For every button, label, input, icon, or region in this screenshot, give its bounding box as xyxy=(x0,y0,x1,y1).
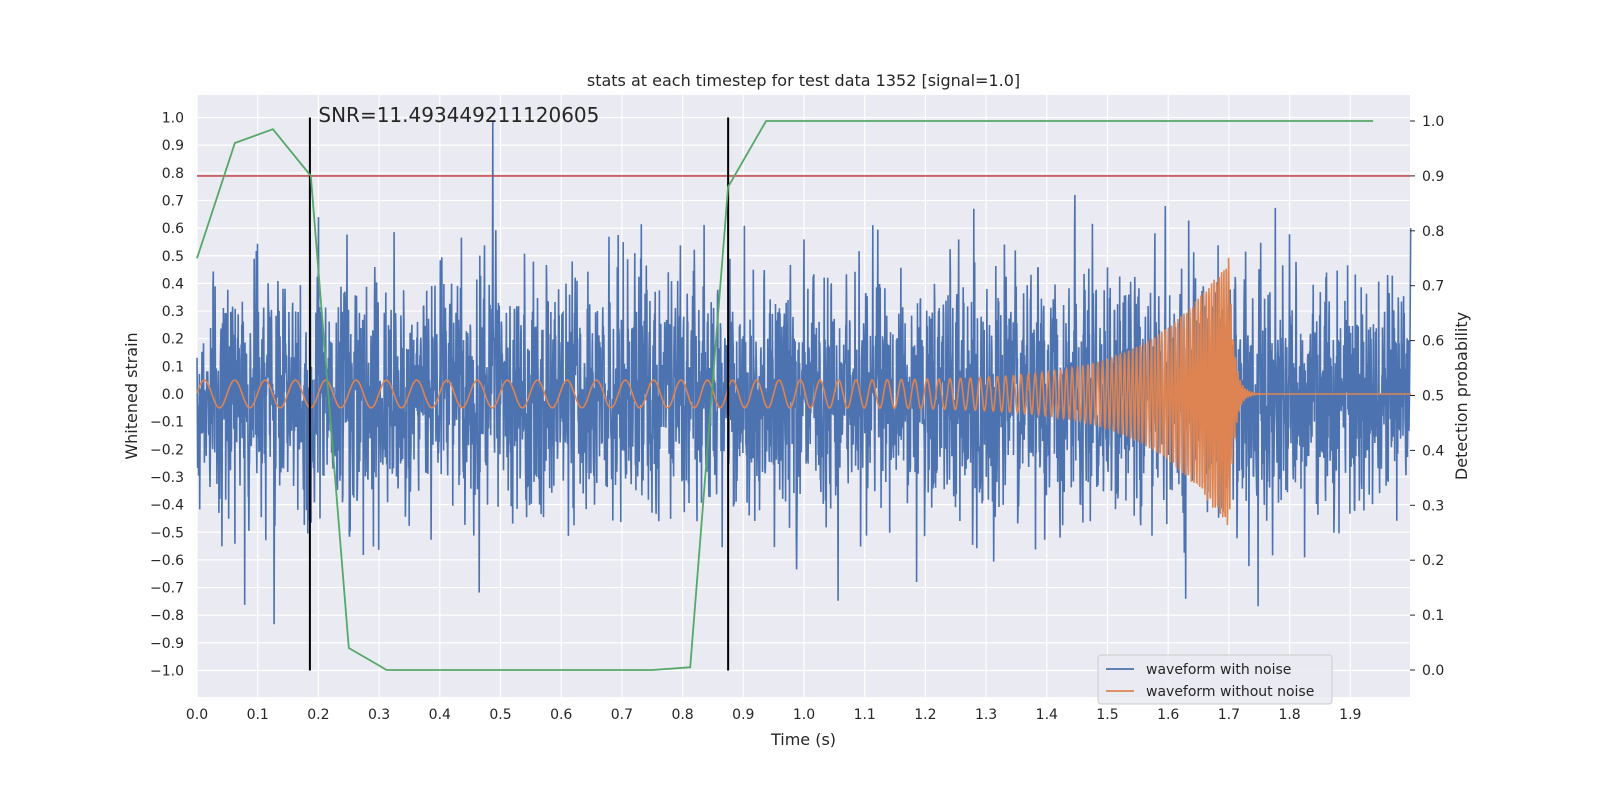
x-tick-label: 0.0 xyxy=(186,707,208,723)
y-tick-label: −0.4 xyxy=(150,498,184,514)
clean-waveform-line xyxy=(196,257,1411,526)
y-tick-label: −0.8 xyxy=(150,608,184,624)
x-tick-label: 0.3 xyxy=(368,707,390,723)
y-axis-left: 1.0 0.9 0.8 0.7 0.6 0.5 0.4 0.3 0.2 0.1 0.0 −0.1 −0.… xyxy=(150,111,184,680)
y-tick-label: −1.0 xyxy=(150,664,184,680)
x-tick-label: 1.1 xyxy=(854,707,876,723)
y-tick-label: 1.0 xyxy=(162,111,184,127)
y2-tick-label: 0.2 xyxy=(1422,553,1444,569)
x-tick-label: 1.7 xyxy=(1218,707,1240,723)
y-tick-label: −0.5 xyxy=(150,525,184,541)
x-tick-label: 1.4 xyxy=(1036,707,1058,723)
legend: waveform with noise waveform without noi… xyxy=(1097,654,1333,705)
x-tick-label: 1.3 xyxy=(975,707,997,723)
x-axis-label: Time (s) xyxy=(770,730,836,749)
y-tick-label: 0.9 xyxy=(162,138,184,154)
x-tick-label: 0.1 xyxy=(247,707,269,723)
y2-tick-label: 0.8 xyxy=(1422,224,1444,240)
x-tick-label: 1.8 xyxy=(1278,707,1300,723)
x-tick-label: 0.9 xyxy=(732,707,754,723)
x-tick-label: 0.4 xyxy=(429,707,451,723)
chart-title: stats at each timestep for test data 135… xyxy=(587,71,1020,90)
x-tick-label: 0.6 xyxy=(550,707,572,723)
y-tick-label: 0.7 xyxy=(162,193,184,209)
y-tick-label: 0.6 xyxy=(162,221,184,237)
series-detection-probability xyxy=(196,120,1374,671)
y2-tick-label: 0.0 xyxy=(1422,663,1444,679)
x-tick-label: 1.2 xyxy=(914,707,936,723)
y2-tick-label: 0.7 xyxy=(1422,279,1444,295)
y-tick-label: −0.7 xyxy=(150,581,184,597)
y-axis-label: Whitened strain xyxy=(122,332,141,459)
detection-markers xyxy=(308,117,730,671)
legend-box xyxy=(1097,654,1333,705)
y2-tick-label: 0.5 xyxy=(1422,389,1444,405)
y-tick-label: −0.6 xyxy=(150,553,184,569)
snr-annotation: SNR=11.493449211120605 xyxy=(318,103,599,127)
x-tick-label: 1.6 xyxy=(1157,707,1179,723)
y-tick-label: −0.9 xyxy=(150,636,184,652)
y-tick-label: 0.1 xyxy=(162,359,184,375)
y2-tick-label: 0.1 xyxy=(1422,608,1444,624)
legend-entry-clean: waveform without noise xyxy=(1146,684,1314,700)
x-tick-label: 1.0 xyxy=(793,707,815,723)
probability-line xyxy=(196,120,1374,671)
legend-entry-noise: waveform with noise xyxy=(1146,662,1291,678)
y2-tick-label: 1.0 xyxy=(1422,114,1444,130)
y-tick-label: 0.0 xyxy=(162,387,184,403)
y2-axis-label: Detection probability xyxy=(1452,312,1471,480)
y-axis-right: 1.0 0.9 0.8 0.7 0.6 0.5 0.4 0.3 0.2 0.1 0.0 xyxy=(1410,114,1444,679)
x-tick-label: 0.5 xyxy=(489,707,511,723)
y2-tick-label: 0.6 xyxy=(1422,334,1444,350)
y-tick-label: 0.8 xyxy=(162,166,184,182)
x-tick-label: 0.7 xyxy=(611,707,633,723)
series-waveform-without-noise xyxy=(196,257,1411,526)
y-tick-label: −0.2 xyxy=(150,442,184,458)
y-tick-label: 0.2 xyxy=(162,332,184,348)
x-tick-label: 1.9 xyxy=(1339,707,1361,723)
y-tick-label: 0.5 xyxy=(162,249,184,265)
x-tick-label: 0.2 xyxy=(307,707,329,723)
y2-tick-label: 0.9 xyxy=(1422,169,1444,185)
x-tick-label: 1.5 xyxy=(1096,707,1118,723)
y-tick-label: −0.1 xyxy=(150,415,184,431)
x-axis: 0.0 0.1 0.2 0.3 0.4 0.5 0.6 0.7 0.8 0.9 1.0 1.1 1.2 1… xyxy=(186,707,1362,723)
y2-tick-label: 0.3 xyxy=(1422,498,1444,514)
y-tick-label: −0.3 xyxy=(150,470,184,486)
x-tick-label: 0.8 xyxy=(671,707,693,723)
y-tick-label: 0.3 xyxy=(162,304,184,320)
y2-tick-label: 0.4 xyxy=(1422,443,1444,459)
y-tick-label: 0.4 xyxy=(162,276,184,292)
